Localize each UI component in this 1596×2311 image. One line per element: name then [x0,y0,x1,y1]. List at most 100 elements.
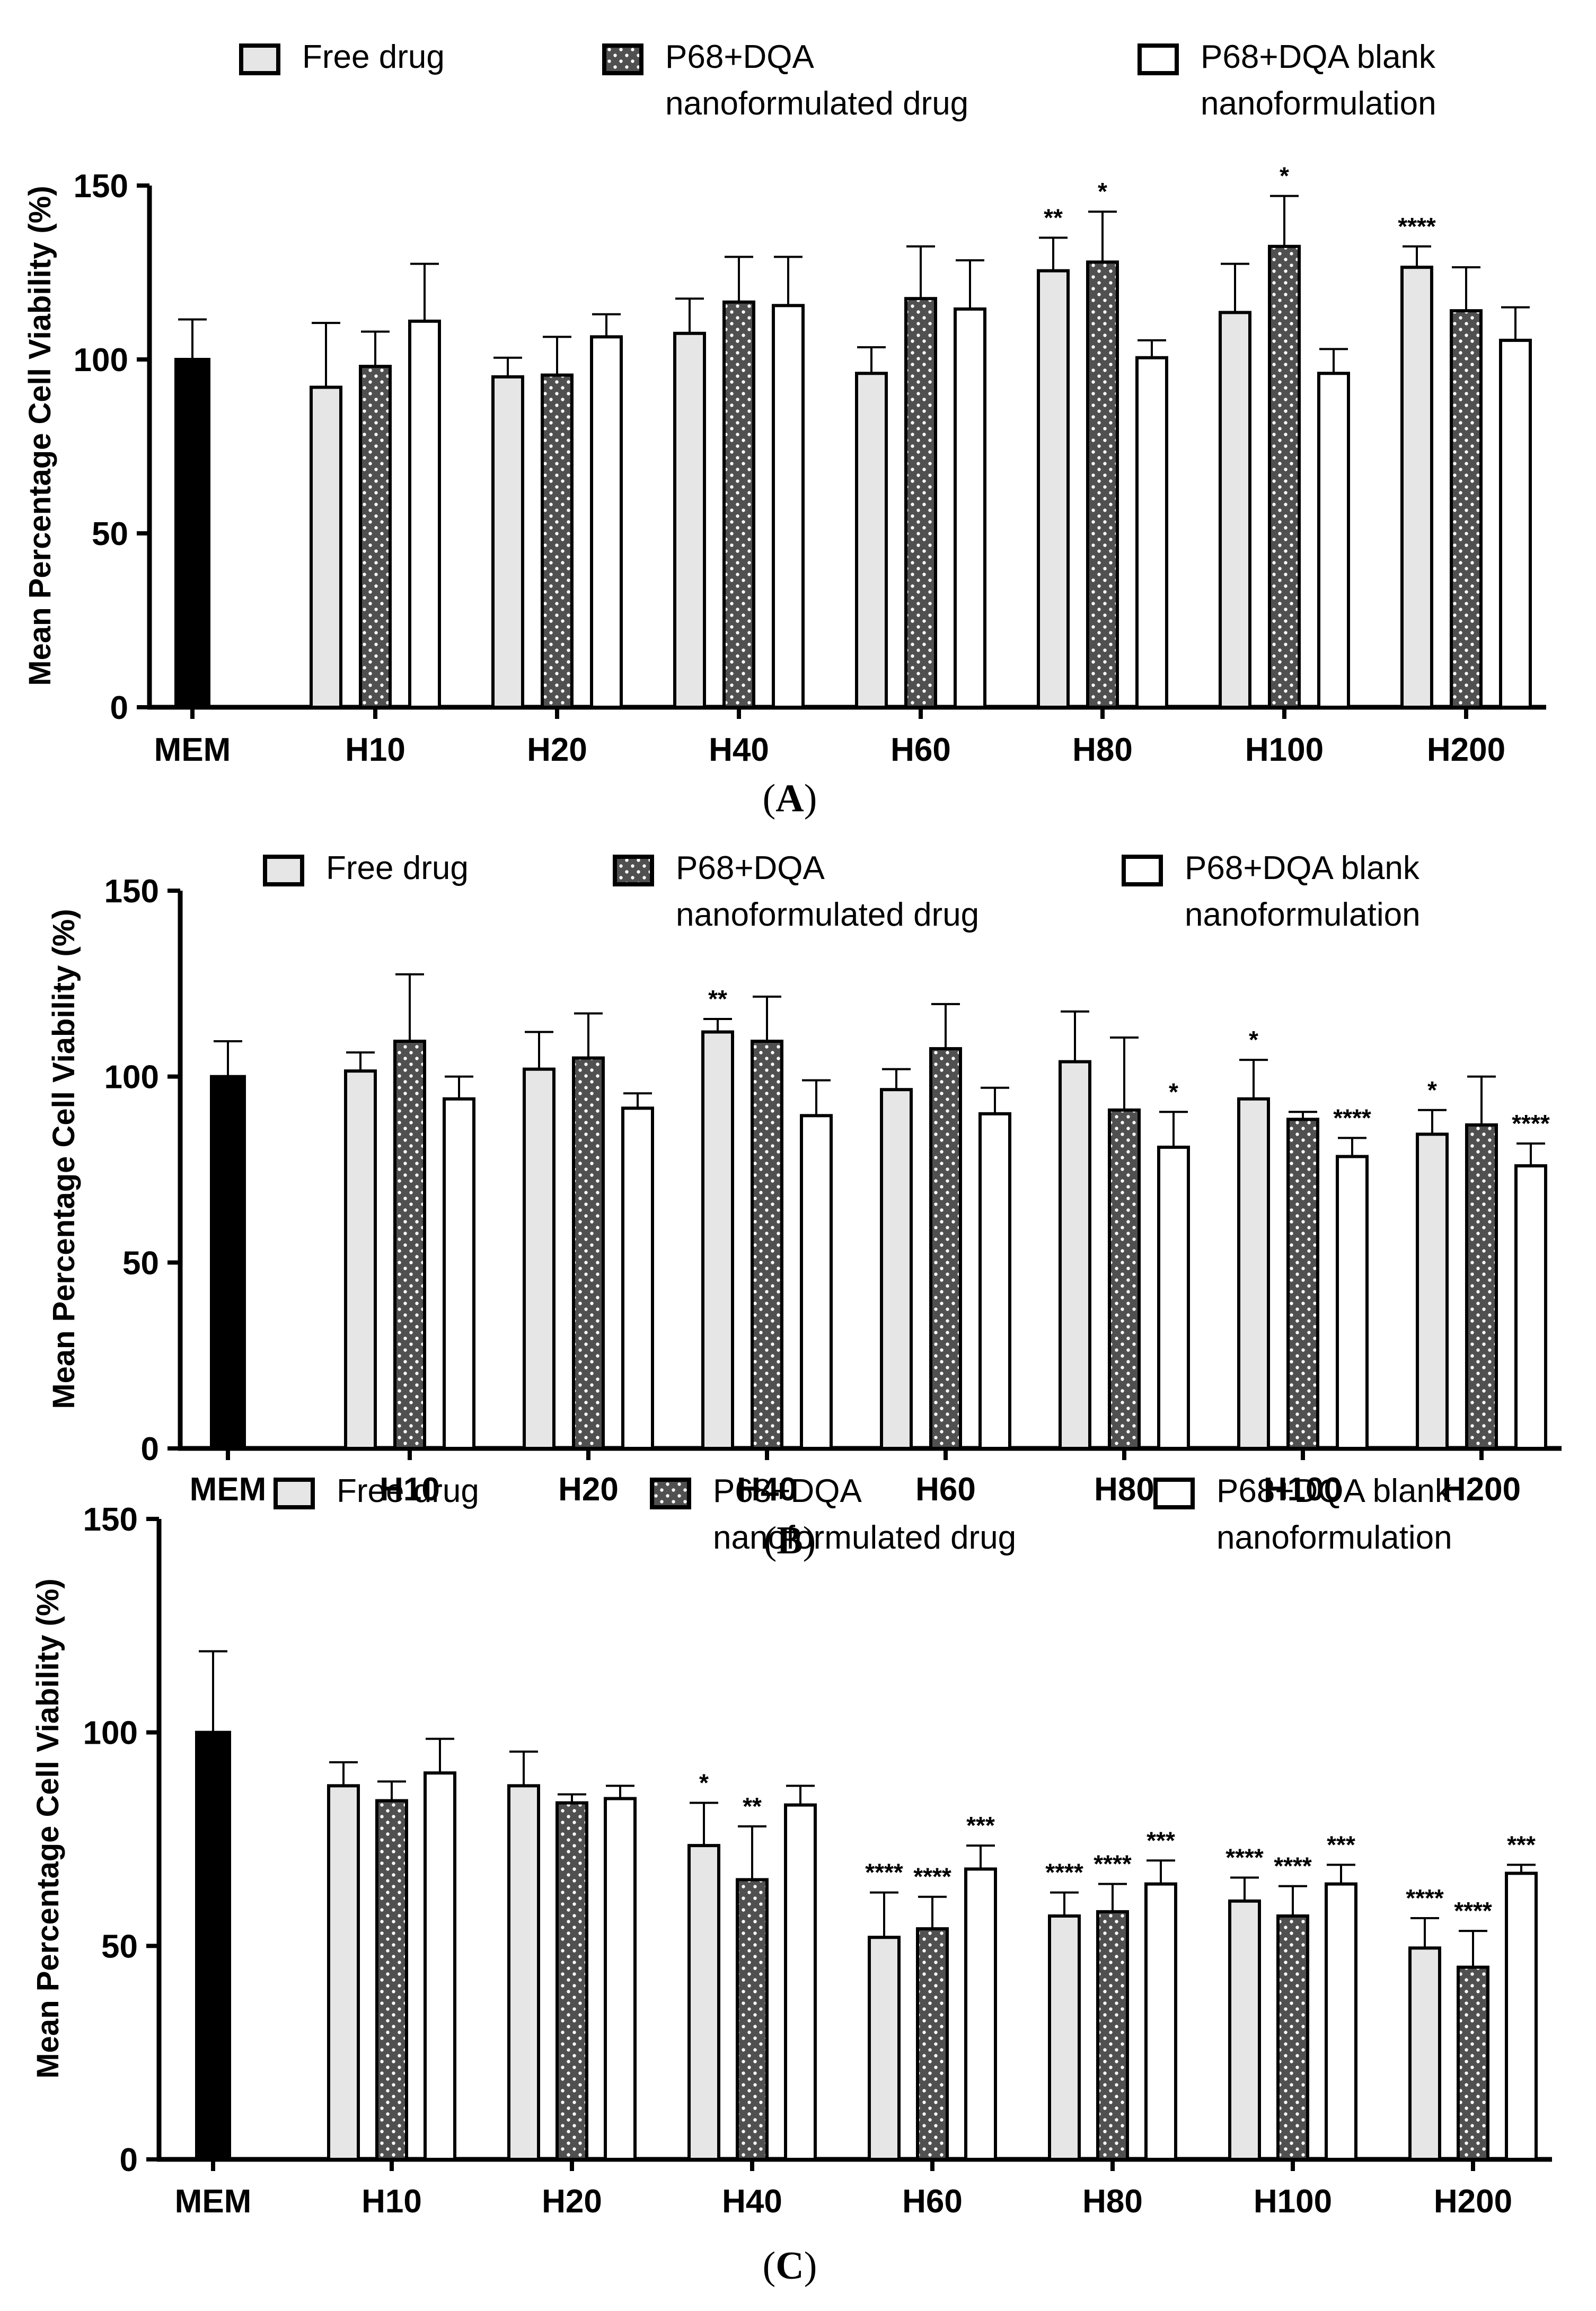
bar-nano [1268,244,1301,709]
bar-free [310,385,342,709]
bar-free [701,1030,734,1451]
y-tick-label: 50 [92,516,128,552]
significance-marker: * [1280,162,1289,190]
bar-nano [1096,1910,1129,2161]
bar-free [1219,311,1251,709]
bar-free [1400,266,1433,709]
bar-blank [604,1797,637,2161]
panel-label: (C) [763,2244,817,2288]
y-tick-label: 150 [104,873,159,910]
y-tick-label: 0 [120,2142,138,2178]
x-tick-label: MEM [190,1471,267,1508]
bar-nano [1457,1965,1489,2161]
bar-free [523,1067,555,1450]
significance-marker: ** [743,1792,762,1820]
legend-label-nano: nanoformulated drug [713,1519,1016,1556]
significance-marker: **** [1512,1110,1550,1137]
legend-label-nano: nanoformulated drug [665,85,968,122]
bar-mem [210,1075,246,1450]
bar-blank [800,1114,833,1450]
bar-free [344,1069,377,1450]
x-tick-label: H200 [1442,1471,1521,1508]
bar-free [1237,1097,1270,1450]
legend: Free drug P68+DQA nanoformulated drug P68+D… [274,1473,1452,1556]
significance-marker: *** [966,1812,995,1839]
significance-marker: * [1169,1078,1178,1105]
significance-marker: *** [1507,1831,1536,1858]
legend: Free drug P68+DQA nanoformulated drug P68+D… [263,850,1421,933]
significance-marker: **** [1225,1843,1264,1871]
bar-nano [1465,1123,1498,1451]
x-tick-label: H100 [1245,732,1324,768]
bar-blank [1317,372,1350,709]
significance-marker: **** [1094,1850,1132,1878]
bar-nano [1276,1914,1309,2161]
bar-nano [722,300,755,709]
bar-nano [904,297,937,709]
legend-swatch-free [239,43,280,75]
legend-label-blank: nanoformulation [1201,85,1436,122]
panel-label: (A) [763,777,817,820]
legend-label-blank: nanoformulation [1216,1519,1452,1556]
bar-free [327,1784,360,2161]
x-tick-label: H60 [915,1471,976,1508]
bar-blank [1514,1164,1547,1450]
bar-blank [1144,1882,1177,2161]
bar-nano [572,1056,605,1450]
legend-swatch-free [274,1478,315,1509]
significance-marker: **** [1406,1884,1444,1912]
y-tick-label: 100 [83,1715,138,1752]
bar-blank [621,1106,654,1450]
bar-blank [424,1771,456,2161]
panel-label: (B) [764,1519,816,1562]
legend-swatch-nano [613,855,654,886]
bar-nano [1086,260,1119,709]
bar-mem [174,358,210,709]
bar-free [491,375,524,709]
legend-label-nano: nanoformulated drug [676,897,979,933]
x-tick-label: H200 [1434,2183,1512,2220]
legend-swatch-nano [602,43,643,75]
legend-label-blank: P68+DQA blank [1216,1473,1452,1509]
x-tick-label: H40 [709,732,769,768]
x-tick-label: H20 [527,732,587,768]
bar-blank [1157,1145,1190,1450]
legend-label-free: Free drug [302,39,445,75]
significance-marker: *** [1327,1831,1355,1858]
legend-label-free: Free drug [337,1473,479,1509]
legend-label-blank: nanoformulation [1185,897,1421,933]
legend-label-blank: P68+DQA blank [1185,850,1420,886]
bar-free [507,1784,540,2161]
legend-label-blank: P68+DQA blank [1201,39,1436,75]
x-tick-label: H60 [902,2183,963,2220]
y-tick-label: 150 [83,1501,138,1538]
bar-nano [751,1040,783,1451]
significance-marker: ** [708,985,727,1013]
bar-blank [954,307,986,709]
significance-marker: * [1098,178,1107,205]
chart-panel-c: Free drug P68+DQA nanoformulated drug P68+D… [31,1473,1552,2288]
significance-marker: **** [1274,1852,1312,1880]
bar-mem [195,1730,231,2161]
bar-nano [1108,1108,1141,1450]
bar-blank [1135,356,1168,709]
bar-free [880,1088,913,1451]
y-tick-label: 50 [122,1245,159,1281]
x-tick-label: H40 [737,1471,797,1508]
bar-nano [1286,1118,1319,1451]
bar-free [687,1844,720,2161]
bar-nano [375,1799,408,2161]
x-tick-label: H20 [542,2183,602,2220]
x-tick-label: H10 [380,1471,440,1508]
legend-swatch-blank [1153,1478,1195,1509]
y-axis-label: Mean Percentage Cell Viability (%) [47,909,81,1409]
bar-free [1416,1132,1449,1450]
bar-blank [964,1867,997,2161]
bar-blank [590,335,623,709]
bar-blank [1325,1882,1357,2161]
bar-blank [443,1097,475,1450]
bar-free [1059,1060,1091,1450]
y-tick-label: 150 [74,168,128,205]
significance-marker: **** [1333,1104,1371,1131]
x-tick-label: H10 [345,732,405,768]
